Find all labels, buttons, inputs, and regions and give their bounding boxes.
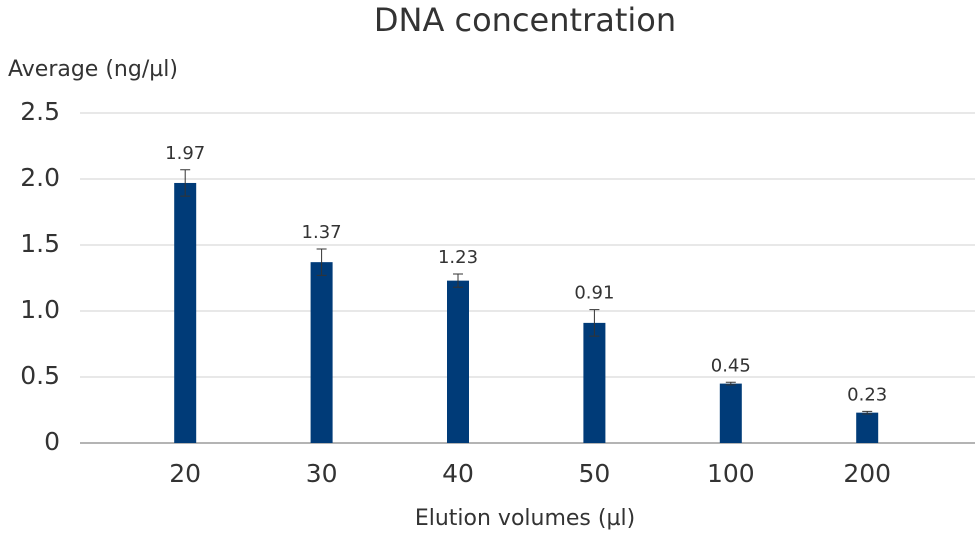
error-bar (589, 309, 600, 337)
x-axis-title: Elution volumes (µl) (415, 506, 635, 531)
error-bar (316, 248, 327, 276)
y-tick-label: 1.0 (20, 295, 60, 324)
bar (583, 322, 606, 443)
y-axis-title: Average (ng/µl) (8, 57, 178, 82)
x-tick-label: 20 (169, 459, 201, 488)
data-label: 0.91 (574, 283, 614, 304)
x-tick-label: 100 (707, 459, 755, 488)
x-tick-label: 30 (306, 459, 338, 488)
error-bar (862, 410, 873, 415)
y-tick-label: 0.5 (20, 361, 60, 390)
y-tick-label: 0 (44, 427, 60, 456)
data-label: 1.23 (438, 247, 478, 268)
error-bar (725, 381, 736, 386)
bar (174, 182, 197, 443)
y-tick-label: 1.5 (20, 229, 60, 258)
bar (719, 383, 742, 443)
x-tick-label: 200 (843, 459, 891, 488)
x-tick-label: 50 (578, 459, 610, 488)
data-label: 0.45 (711, 355, 751, 376)
bar (856, 412, 879, 443)
error-bar (180, 169, 191, 197)
data-label: 0.23 (847, 384, 887, 405)
data-label: 1.97 (165, 143, 205, 164)
y-tick-label: 2.0 (20, 163, 60, 192)
data-label: 1.37 (302, 222, 342, 243)
chart-title: DNA concentration (374, 1, 676, 39)
x-tick-label: 40 (442, 459, 474, 488)
y-tick-label: 2.5 (20, 97, 60, 126)
error-bar (453, 273, 463, 288)
bar (447, 280, 469, 443)
bar (310, 262, 333, 443)
